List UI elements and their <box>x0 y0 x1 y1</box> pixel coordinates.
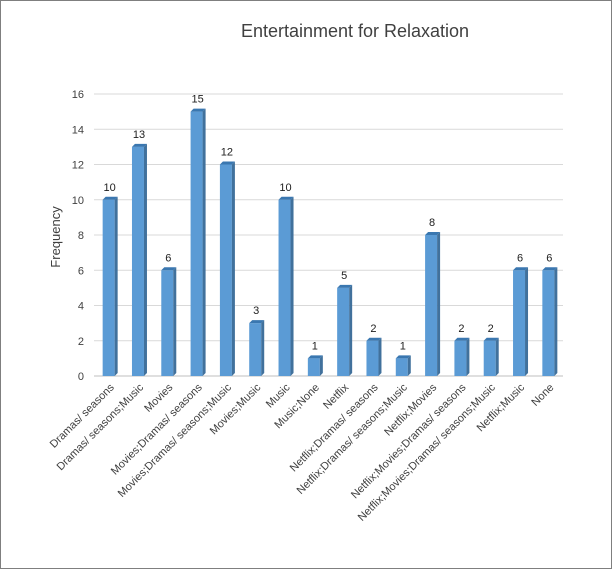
bar-front <box>219 164 232 376</box>
bars <box>102 108 558 376</box>
bar-front <box>337 287 350 376</box>
data-label: 1 <box>312 340 318 352</box>
data-label: 2 <box>488 323 494 335</box>
bar-front <box>249 323 262 376</box>
data-label: 10 <box>279 182 291 194</box>
bar-front <box>102 199 115 376</box>
bar-side <box>290 196 294 376</box>
bar-top <box>102 196 118 200</box>
bar-top <box>366 337 382 341</box>
y-tick-label: 14 <box>72 124 84 136</box>
bar <box>425 232 441 376</box>
data-label: 6 <box>165 252 171 264</box>
data-label: 6 <box>517 252 523 264</box>
bar-front <box>161 270 174 376</box>
bar-front <box>307 358 320 376</box>
data-label: 15 <box>191 94 203 106</box>
bar-side <box>231 161 235 376</box>
bar <box>249 320 265 376</box>
bar-top <box>542 267 558 271</box>
bar-front <box>366 340 379 376</box>
data-label: 10 <box>104 182 116 194</box>
bar-front <box>425 235 438 376</box>
category-label: None <box>529 382 556 409</box>
bar-front <box>542 270 555 376</box>
bar-front <box>513 270 526 376</box>
category-label: Netflix;Movies;Dramas/ seasons;Music <box>356 381 498 523</box>
bar <box>131 143 147 376</box>
bar-front <box>131 146 144 376</box>
bar-top <box>219 161 235 165</box>
bar-front <box>278 199 291 376</box>
bar <box>366 337 382 376</box>
data-label: 6 <box>546 252 552 264</box>
data-label: 12 <box>221 147 233 159</box>
data-label: 8 <box>429 217 435 229</box>
data-label: 5 <box>341 270 347 282</box>
bar-top <box>454 337 470 341</box>
bar-top <box>131 143 147 147</box>
bar <box>454 337 470 376</box>
bar-side <box>114 196 118 376</box>
bar-top <box>395 355 411 359</box>
bar-side <box>143 143 147 376</box>
bar-top <box>425 232 441 235</box>
bar <box>337 284 353 376</box>
y-tick-label: 2 <box>78 336 84 348</box>
bar-side <box>437 232 441 376</box>
bar-top <box>249 320 265 324</box>
data-label: 1 <box>400 340 406 352</box>
bar-front <box>395 358 408 376</box>
data-label: 2 <box>370 323 376 335</box>
data-label: 13 <box>133 129 145 141</box>
bar-side <box>202 108 206 376</box>
y-tick-label: 16 <box>72 89 84 101</box>
y-tick-label: 10 <box>72 195 84 207</box>
data-label: 3 <box>253 305 259 317</box>
bar <box>513 267 529 376</box>
y-tick-label: 12 <box>72 160 84 172</box>
chart-title: Entertainment for Relaxation <box>241 21 469 41</box>
bar-side <box>466 337 470 376</box>
bar-top <box>483 337 499 341</box>
bar <box>307 355 323 376</box>
bar-side <box>349 284 353 376</box>
bar-top <box>337 284 353 288</box>
bar <box>219 161 235 376</box>
bar-top <box>161 267 177 271</box>
y-tick-label: 0 <box>78 371 84 383</box>
y-tick-label: 8 <box>78 230 84 242</box>
bar-side <box>525 267 529 376</box>
bar <box>483 337 499 376</box>
bar-front <box>190 111 203 376</box>
bar-side <box>378 337 382 376</box>
bar-top <box>513 267 529 271</box>
bar-side <box>495 337 499 376</box>
y-tick-label: 4 <box>78 301 84 313</box>
y-tick-label: 6 <box>78 265 84 277</box>
y-axis-ticks: 0 2 4 6 8 10 12 14 16 <box>72 89 84 383</box>
bar <box>190 108 206 376</box>
bar-side <box>554 267 558 376</box>
bar-side <box>173 267 177 376</box>
bar-top <box>307 355 323 359</box>
bar <box>278 196 294 376</box>
bar-front <box>483 340 496 376</box>
bar-top <box>190 108 206 112</box>
data-label: 2 <box>458 323 464 335</box>
bar <box>102 196 118 376</box>
bar <box>542 267 558 376</box>
bar-front <box>454 340 467 376</box>
bar-side <box>319 355 323 376</box>
y-axis-label: Frequency <box>48 206 63 268</box>
bar-side <box>407 355 411 376</box>
bar-top <box>278 196 294 200</box>
bar <box>161 267 177 376</box>
bar <box>395 355 411 376</box>
bar-side <box>261 320 265 376</box>
